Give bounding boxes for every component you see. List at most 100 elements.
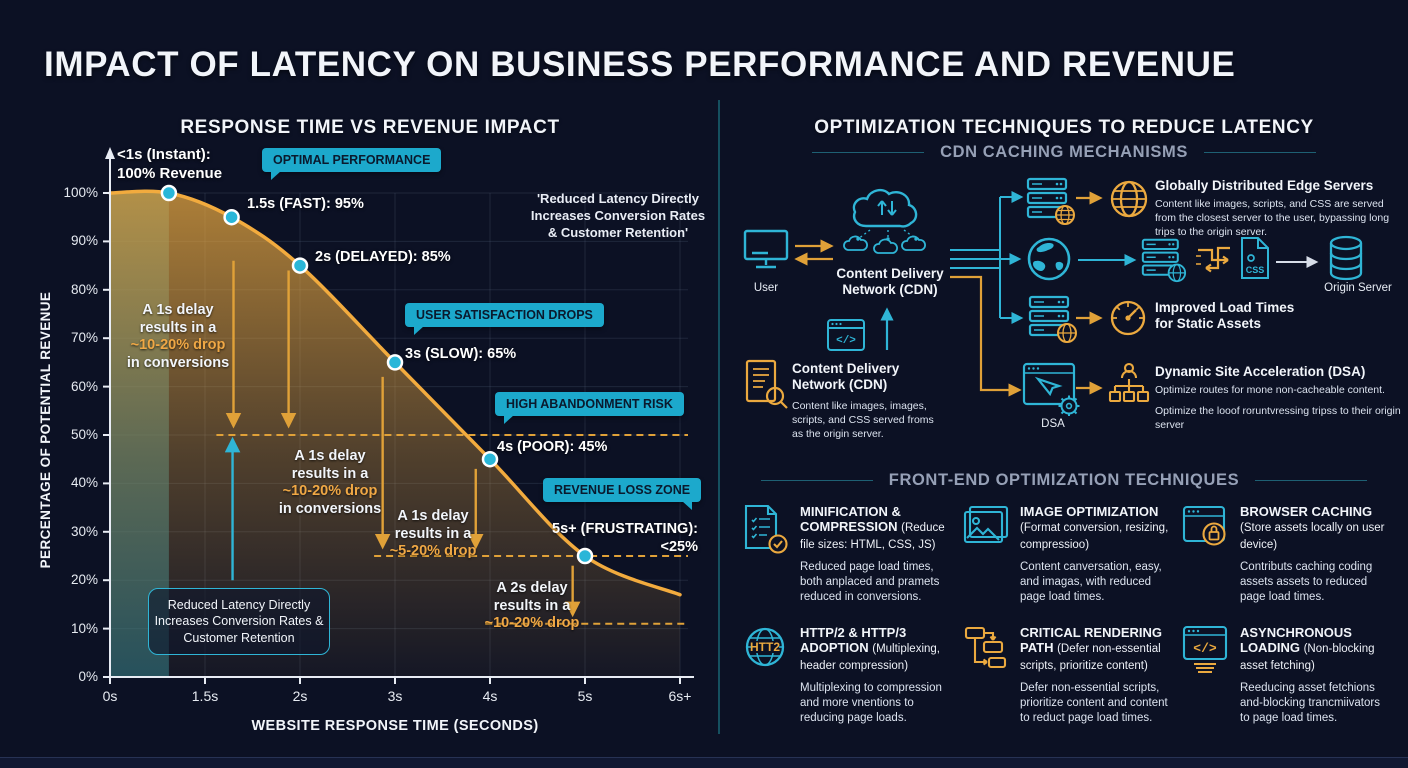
minify-doc-icon [742, 504, 790, 605]
x-tick: 5s [577, 688, 593, 704]
edge-servers-title: Globally Distributed Edge Servers [1155, 178, 1374, 193]
fe-card-paren: (Reduce file sizes: HTML, CSS, JS) [800, 522, 945, 551]
code-window-icon: </> [827, 319, 865, 351]
image-icon [962, 504, 1010, 605]
performance-badge: OPTIMAL PERFORMANCE [262, 148, 442, 180]
fe-card-minification: MINIFICATION & COMPRESSION (Reduce file … [742, 504, 954, 605]
edge-servers-text: Globally Distributed Edge Servers Conten… [1155, 178, 1403, 240]
x-axis-ticks: 0s 1.5s 2s 3s 4s 5s 6s+ [90, 688, 700, 704]
dsa-text: Dynamic Site Acceleration (DSA) Optimize… [1155, 364, 1405, 433]
critical-path-icon [962, 625, 1010, 726]
y-tick: 30% [70, 523, 98, 539]
svg-text:HTT2: HTT2 [750, 640, 780, 654]
svg-text:CSS: CSS [1246, 265, 1265, 275]
edge-servers-desc: Content like images, scripts, and CSS ar… [1155, 197, 1390, 238]
y-tick: 60% [70, 378, 98, 394]
cdn-doc-search-icon [745, 359, 788, 409]
cdn-section-heading: CDN CACHING MECHANISMS [720, 143, 1408, 162]
frontend-cards: MINIFICATION & COMPRESSION (Reduce file … [742, 504, 1394, 725]
fe-card-title: IMAGE OPTIMIZATION (Format conversion, r… [1020, 504, 1169, 551]
y-axis-ticks: 100% 90% 80% 70% 60% 50% 40% 30% 20% 10%… [52, 184, 98, 686]
x-tick: 3s [387, 688, 403, 704]
fe-card-title: MINIFICATION & COMPRESSION (Reduce file … [800, 504, 945, 551]
fe-card-http2: HTT2 HTTP/2 & HTTP/3 ADOPTION (Multiplex… [742, 625, 954, 726]
static-server-icon [1028, 295, 1077, 343]
page-title: IMPACT OF LATENCY ON BUSINESS PERFORMANC… [44, 45, 1236, 85]
cdn-info-desc: Content like images, images, scripts, an… [792, 399, 934, 440]
user-label: User [753, 282, 779, 294]
drop-annotation: A 1s delay results in a ~10-20% drop in … [126, 302, 230, 372]
cdn-info: Content Delivery Network (CDN) Content l… [792, 361, 942, 441]
diagram-connectors [794, 191, 1319, 397]
caption-box: Reduced Latency Directly Increases Conve… [148, 588, 330, 655]
routing-arrows-icon [1196, 246, 1230, 273]
y-tick: 70% [70, 330, 98, 346]
fe-card-paren: (Non-blocking asset fetching) [1240, 642, 1375, 672]
data-point-label: 3s (SLOW): 65% [405, 346, 517, 362]
fe-card-desc: Reduced page load times, both anplaced a… [800, 561, 940, 603]
right-heading: OPTIMIZATION TECHNIQUES TO REDUCE LATENC… [814, 116, 1314, 138]
y-tick: 10% [70, 620, 98, 636]
fe-card-paren: (Multiplexing, header compression) [800, 642, 940, 672]
x-tick: 6s+ [668, 688, 692, 704]
earth-icon [1027, 237, 1071, 281]
fe-card-desc: Defer non-essential scripts, prioritize … [1020, 682, 1168, 724]
fe-card-title: BROWSER CACHING (Store assets locally on… [1240, 504, 1385, 551]
divider-line [760, 480, 873, 481]
dsa-title: Dynamic Site Acceleration (DSA) [1155, 364, 1366, 379]
data-point-label: 2s (DELAYED): 85% [315, 249, 451, 265]
gauge-icon [1110, 300, 1146, 336]
y-tick: 0% [78, 668, 98, 684]
x-tick: 2s [292, 688, 308, 704]
y-tick: 40% [70, 475, 98, 491]
x-tick: 1.5s [191, 688, 219, 704]
browser-lock-icon [1182, 504, 1230, 605]
fe-card-desc: Contributs caching coding assets assets … [1240, 561, 1373, 603]
divider-line [1255, 480, 1368, 481]
frontend-section-heading: FRONT-END OPTIMIZATION TECHNIQUES [720, 471, 1408, 490]
chart-heading: RESPONSE TIME VS REVENUE IMPACT [180, 116, 560, 138]
performance-badge: USER SATISFACTION DROPS [405, 303, 604, 335]
http2-globe-icon: HTT2 [742, 625, 790, 726]
user-monitor-icon [743, 229, 789, 269]
fe-card-title: HTTP/2 & HTTP/3 ADOPTION (Multiplexing, … [800, 624, 940, 672]
dsa-label: DSA [1041, 418, 1065, 430]
edge-server-icon [1026, 177, 1075, 225]
fe-card-paren: (Format conversion, resizing, compressio… [1020, 522, 1169, 551]
hierarchy-icon [1108, 362, 1150, 403]
footer-strip [0, 757, 1408, 768]
data-point-label: <1s (Instant): 100% Revenue [117, 146, 223, 182]
globe-icon [1110, 180, 1148, 218]
cdn-cloud-icon [843, 188, 926, 254]
data-point-label: 4s (POOR): 45% [497, 439, 608, 455]
y-tick: 100% [63, 185, 98, 200]
drop-annotation: A 2s delay results in a ~10-20% drop [484, 580, 580, 632]
fe-card-desc: Reeducing asset fetchions and-blocking t… [1240, 682, 1380, 724]
performance-badge: HIGH ABANDONMENT RISK [495, 392, 684, 424]
x-tick: 0s [102, 688, 118, 704]
fe-card-desc: Content canversation, easy, and imagas, … [1020, 561, 1162, 603]
css-file-icon: CSS [1241, 237, 1269, 279]
origin-server-label: Origin Server [1324, 282, 1392, 294]
drop-annotation: A 1s delay results in a ~10-20% drop in … [278, 448, 382, 518]
revenue-chart: PERCENTAGE OF POTENTIAL REVENUE 100% 90%… [38, 140, 705, 740]
fe-card-paren: (Defer non-essential scripts, prioritize… [1020, 642, 1161, 672]
divider-line [1203, 152, 1316, 153]
load-times-title: Improved Load Times for Static Assets [1155, 300, 1295, 331]
data-point-label: 1.5s (FAST): 95% [247, 196, 364, 212]
divider-line [812, 152, 925, 153]
fe-card-browser-caching: BROWSER CACHING (Store assets locally on… [1182, 504, 1386, 605]
fe-card-critical-path: CRITICAL RENDERING PATH (Defer non-essen… [962, 625, 1174, 726]
x-axis-label: WEBSITE RESPONSE TIME (SECONDS) [251, 718, 539, 734]
y-tick: 20% [70, 572, 98, 588]
performance-badge: REVENUE LOSS ZONE [543, 478, 702, 510]
origin-db-icon [1329, 235, 1363, 281]
cdn-info-title: Content Delivery Network (CDN) [792, 361, 900, 392]
cdn-label: Content Delivery Network (CDN) [836, 266, 944, 298]
fe-card-paren: (Store assets locally on user device) [1240, 522, 1385, 551]
dsa-browser-icon [1022, 362, 1080, 416]
y-tick: 90% [70, 233, 98, 249]
cdn-diagram: User Content D [720, 170, 1408, 462]
fe-card-title: CRITICAL RENDERING PATH (Defer non-essen… [1020, 624, 1163, 672]
fe-card-desc: Multiplexing to compression and more vne… [800, 682, 942, 724]
